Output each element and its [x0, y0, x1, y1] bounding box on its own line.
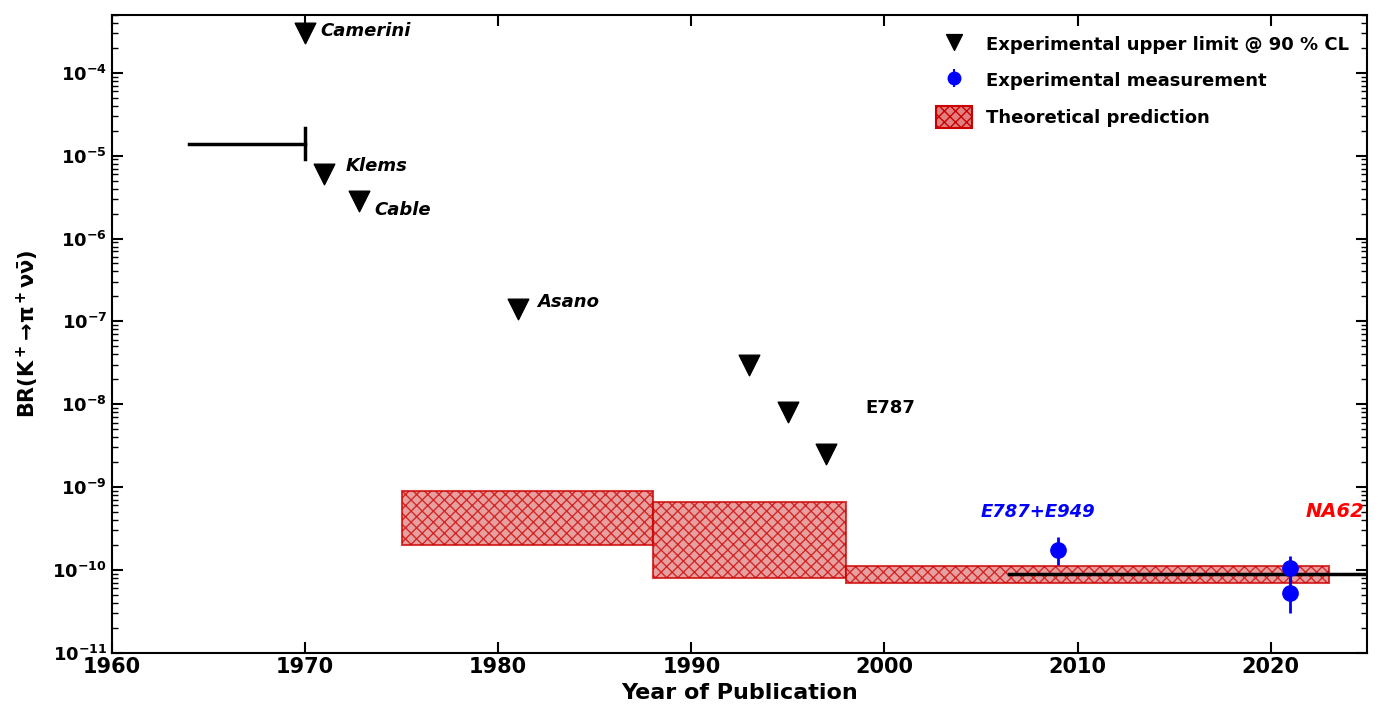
Text: NA62: NA62	[1305, 503, 1364, 521]
Bar	[652, 503, 845, 578]
Text: Camerini: Camerini	[321, 22, 411, 40]
X-axis label: Year of Publication: Year of Publication	[622, 683, 858, 703]
Point	[294, 27, 316, 39]
Point	[815, 448, 837, 460]
Bar	[845, 567, 1328, 582]
Text: Klems: Klems	[346, 157, 408, 175]
Point	[507, 304, 529, 315]
Point	[777, 406, 799, 418]
Text: E787+E949: E787+E949	[981, 503, 1095, 521]
Bar	[401, 490, 652, 545]
Y-axis label: $\mathbf{BR(K^+\!\rightarrow\!\pi^+\nu\bar{\nu})}$: $\mathbf{BR(K^+\!\rightarrow\!\pi^+\nu\b…	[15, 249, 42, 418]
Point	[738, 359, 761, 370]
Point	[314, 168, 336, 180]
Point	[348, 196, 371, 208]
Text: Asano: Asano	[537, 293, 598, 311]
Text: Cable: Cable	[375, 201, 432, 219]
Text: E787: E787	[865, 399, 915, 417]
Legend: Experimental upper limit @ 90 % CL, Experimental measurement, Theoretical predic: Experimental upper limit @ 90 % CL, Expe…	[927, 24, 1359, 137]
